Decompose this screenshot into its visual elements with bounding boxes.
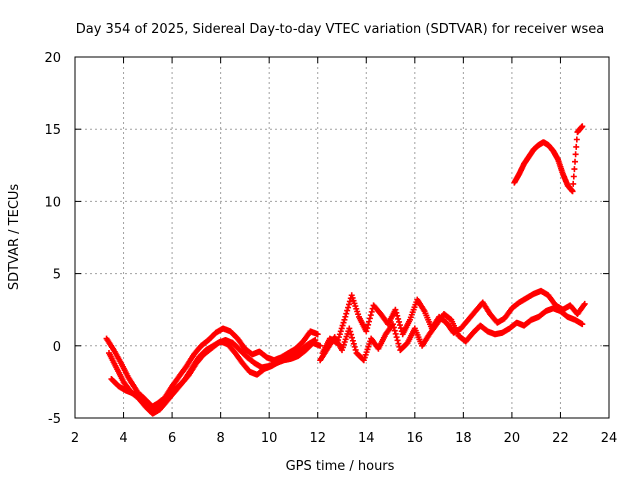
data-point <box>364 325 371 332</box>
data-point <box>351 343 358 350</box>
data-point <box>395 315 402 322</box>
data-point <box>343 310 350 317</box>
series-trace-f <box>511 123 586 195</box>
chart-title: Day 354 of 2025, Sidereal Day-to-day VTE… <box>76 22 605 37</box>
data-point <box>349 337 356 344</box>
data-point <box>394 337 401 344</box>
data-point <box>573 136 580 143</box>
data-point <box>317 342 324 349</box>
data-point <box>345 304 352 311</box>
data-point <box>572 151 579 158</box>
x-tick-label: 22 <box>552 431 569 446</box>
data-point <box>570 173 577 180</box>
y-tick-label: 20 <box>44 51 61 66</box>
data-point <box>350 340 357 347</box>
x-tick-label: 20 <box>504 431 521 446</box>
data-point <box>389 321 396 328</box>
data-point <box>312 337 319 344</box>
x-tick-label: 6 <box>168 431 176 446</box>
data-point <box>392 306 399 313</box>
x-tick-label: 8 <box>216 431 224 446</box>
y-tick-label: 10 <box>44 195 61 210</box>
data-point <box>367 312 374 319</box>
y-tick-labels: -5 0 5 10 15 20 <box>44 51 61 427</box>
y-tick-label: 5 <box>53 268 61 283</box>
data-point <box>349 334 356 341</box>
data-point <box>347 328 354 335</box>
x-tick-label: 10 <box>261 431 278 446</box>
plot-frame <box>74 56 610 419</box>
data-point <box>390 324 397 331</box>
data-point <box>338 325 345 332</box>
series-trace-c <box>108 337 319 413</box>
data-point <box>570 180 577 187</box>
x-tick-label: 24 <box>601 431 618 446</box>
data-point <box>392 330 399 337</box>
data-point <box>346 325 353 332</box>
data-point <box>363 328 370 335</box>
y-axis-label: SDTVAR / TECUs <box>7 184 22 291</box>
data-point <box>391 327 398 334</box>
data-point <box>314 331 321 338</box>
data-point <box>340 319 347 326</box>
x-axis-label: GPS time / hours <box>286 459 395 474</box>
data-point <box>337 328 344 335</box>
data-point <box>342 313 349 320</box>
x-tick-label: 12 <box>309 431 326 446</box>
data-point <box>396 322 403 329</box>
x-tick-label: 18 <box>455 431 472 446</box>
data-point <box>345 301 352 308</box>
data-point <box>396 318 403 325</box>
data-point <box>393 309 400 316</box>
axis-ticks <box>74 56 610 419</box>
data-point <box>352 346 359 353</box>
data-point <box>368 308 375 315</box>
data-point <box>366 318 373 325</box>
series-trace-e <box>317 305 586 364</box>
y-tick-label: 15 <box>44 123 61 138</box>
data-point <box>572 158 579 165</box>
y-tick-label: 0 <box>53 340 61 355</box>
data-point <box>579 123 586 130</box>
data-point <box>573 143 580 150</box>
data-point <box>569 188 576 195</box>
data-point <box>394 312 401 319</box>
y-tick-label: -5 <box>48 412 61 427</box>
data-point <box>348 331 355 338</box>
data-point <box>339 322 346 329</box>
data-point <box>579 321 586 328</box>
x-tick-label: 4 <box>119 431 127 446</box>
data-point <box>581 300 588 307</box>
data-point <box>341 316 348 323</box>
data-point <box>571 166 578 173</box>
data-point <box>336 331 343 338</box>
data-point <box>395 340 402 347</box>
data-point <box>393 334 400 341</box>
x-tick-labels: 2 4 6 8 10 12 14 16 18 20 22 24 <box>71 431 617 446</box>
data-point <box>366 315 373 322</box>
grid <box>75 57 609 418</box>
x-tick-label: 14 <box>358 431 375 446</box>
data-point <box>365 321 372 328</box>
data-point <box>344 307 351 314</box>
data-points <box>103 123 588 417</box>
x-tick-label: 16 <box>407 431 424 446</box>
x-tick-label: 2 <box>71 431 79 446</box>
